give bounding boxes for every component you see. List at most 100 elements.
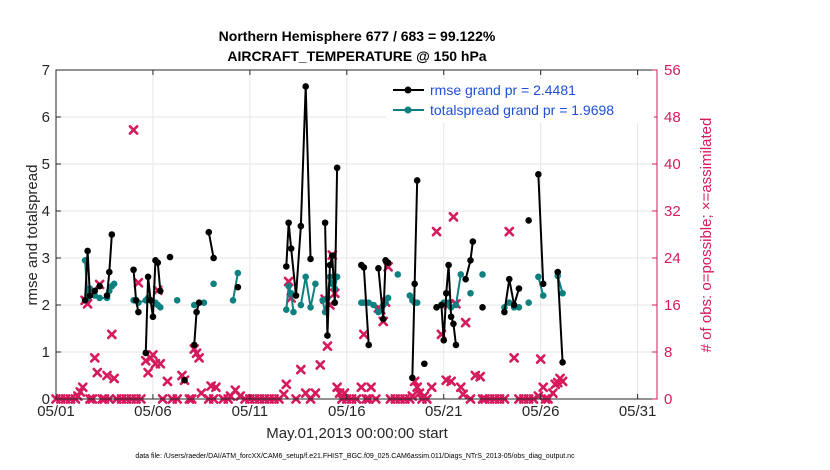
totalspread-point	[375, 308, 382, 316]
totalspread-point	[297, 301, 305, 309]
obs-count-marker	[358, 329, 369, 340]
obs-marker-stroke	[366, 382, 376, 393]
rmse-point	[421, 360, 428, 368]
obs-count-marker	[547, 388, 558, 399]
rmse-point	[91, 287, 99, 295]
obs-marker-stroke	[102, 370, 112, 381]
obs-marker-stroke	[89, 352, 100, 363]
obs-count-marker	[155, 358, 166, 369]
rmse-point	[438, 301, 445, 309]
rmse-point	[193, 308, 200, 316]
rmse-point	[515, 285, 523, 292]
obs-count-marker	[235, 391, 246, 401]
rmse-point	[501, 308, 508, 316]
rmse-point	[149, 313, 157, 321]
totalspread-point	[210, 280, 217, 288]
legend-rmse-marker	[404, 86, 412, 94]
obs-count-marker	[407, 391, 418, 401]
totalspread-point	[285, 282, 292, 290]
rmse-point	[130, 266, 137, 274]
y-tick-label-left: 0	[42, 391, 50, 408]
obs-marker-stroke	[196, 388, 207, 399]
obs-marker-stroke	[148, 350, 158, 360]
legend-spread-label: totalspread grand pr = 1.9698	[430, 102, 614, 118]
rmse-point	[142, 349, 150, 357]
rmse-point	[505, 275, 513, 283]
x-tick-label: 05/06	[134, 403, 172, 420]
obs-marker-stroke	[504, 226, 515, 237]
obs-marker-stroke	[278, 389, 289, 400]
obs-marker-stroke	[509, 352, 520, 363]
y-axis-label-left: rmse and totalspread	[24, 165, 41, 306]
obs-marker-stroke	[106, 329, 117, 340]
rmse-segment	[324, 167, 339, 337]
y-tick-label-left: 4	[42, 203, 50, 220]
chart-title-line2: AIRCRAFT_TEMPERATURE @ 150 hPa	[227, 48, 486, 64]
obs-marker-stroke	[162, 376, 173, 387]
rmse-point	[328, 252, 336, 259]
y-tick-label-right: 48	[664, 109, 681, 126]
x-tick-label: 05/31	[619, 403, 657, 420]
obs-marker-stroke	[82, 298, 93, 309]
rmse-point	[445, 261, 452, 269]
totalspread-point	[452, 301, 460, 309]
rmse-point	[326, 261, 334, 269]
data-file-footnote: data file: /Users/raeder/DAI/ATM_forcXX/…	[135, 453, 575, 460]
rmse-segment	[537, 174, 545, 284]
rmse-point	[287, 245, 295, 252]
totalspread-point	[312, 280, 319, 288]
rmse-segment	[556, 272, 564, 363]
totalspread-point	[467, 289, 474, 297]
rmse-point	[324, 332, 331, 339]
obs-count-marker	[191, 348, 202, 359]
y-tick-label-right: 16	[664, 297, 681, 314]
y-tick-label-right: 0	[664, 391, 672, 408]
y-tick-label-left: 1	[42, 344, 50, 361]
obs-count-marker	[143, 367, 153, 378]
obs-marker-stroke	[230, 385, 241, 396]
totalspread-point	[234, 269, 242, 277]
rmse-point	[554, 268, 562, 276]
totalspread-point	[384, 294, 392, 302]
totalspread-point	[370, 301, 377, 309]
obs-count-marker	[414, 388, 425, 399]
x-tick-label: 05/21	[425, 403, 463, 420]
rmse-point	[96, 282, 103, 290]
rmse-point	[302, 83, 310, 90]
obs-count-marker	[148, 350, 158, 360]
rmse-point	[360, 264, 368, 271]
rmse-point	[106, 268, 113, 276]
rmse-point	[413, 177, 421, 184]
rmse-point	[331, 299, 339, 306]
obs-count-marker	[133, 277, 144, 288]
totalspread-segment	[285, 285, 295, 313]
totalspread-point	[559, 289, 566, 297]
obs-marker-stroke	[133, 277, 144, 288]
obs-marker-stroke	[358, 329, 369, 340]
rmse-point	[479, 304, 486, 311]
obs-count-marker	[332, 382, 343, 393]
rmse-point	[86, 292, 94, 299]
totalspread-segment	[299, 275, 317, 309]
totalspread-point	[302, 273, 310, 281]
legend-rmse-label: rmse grand pr = 2.4481	[430, 82, 576, 98]
rmse-point	[195, 299, 203, 306]
obs-count-marker	[535, 354, 546, 364]
obs-marker-stroke	[533, 391, 544, 401]
rmse-point	[450, 320, 457, 328]
obs-count-marker	[356, 382, 367, 393]
rmse-point	[452, 341, 460, 349]
obs-marker-stroke	[332, 382, 343, 393]
obs-count-marker	[509, 352, 520, 363]
x-tick-label: 05/26	[522, 403, 560, 420]
rmse-point	[469, 238, 477, 245]
obs-count-marker	[211, 382, 221, 393]
obs-count-marker	[128, 125, 139, 135]
obs-count-marker	[106, 329, 117, 340]
obs-count-marker	[92, 367, 103, 378]
totalspread-point	[173, 297, 181, 304]
totalspread-point	[200, 299, 208, 306]
obs-count-marker	[538, 382, 549, 393]
obs-marker-stroke	[109, 373, 120, 384]
